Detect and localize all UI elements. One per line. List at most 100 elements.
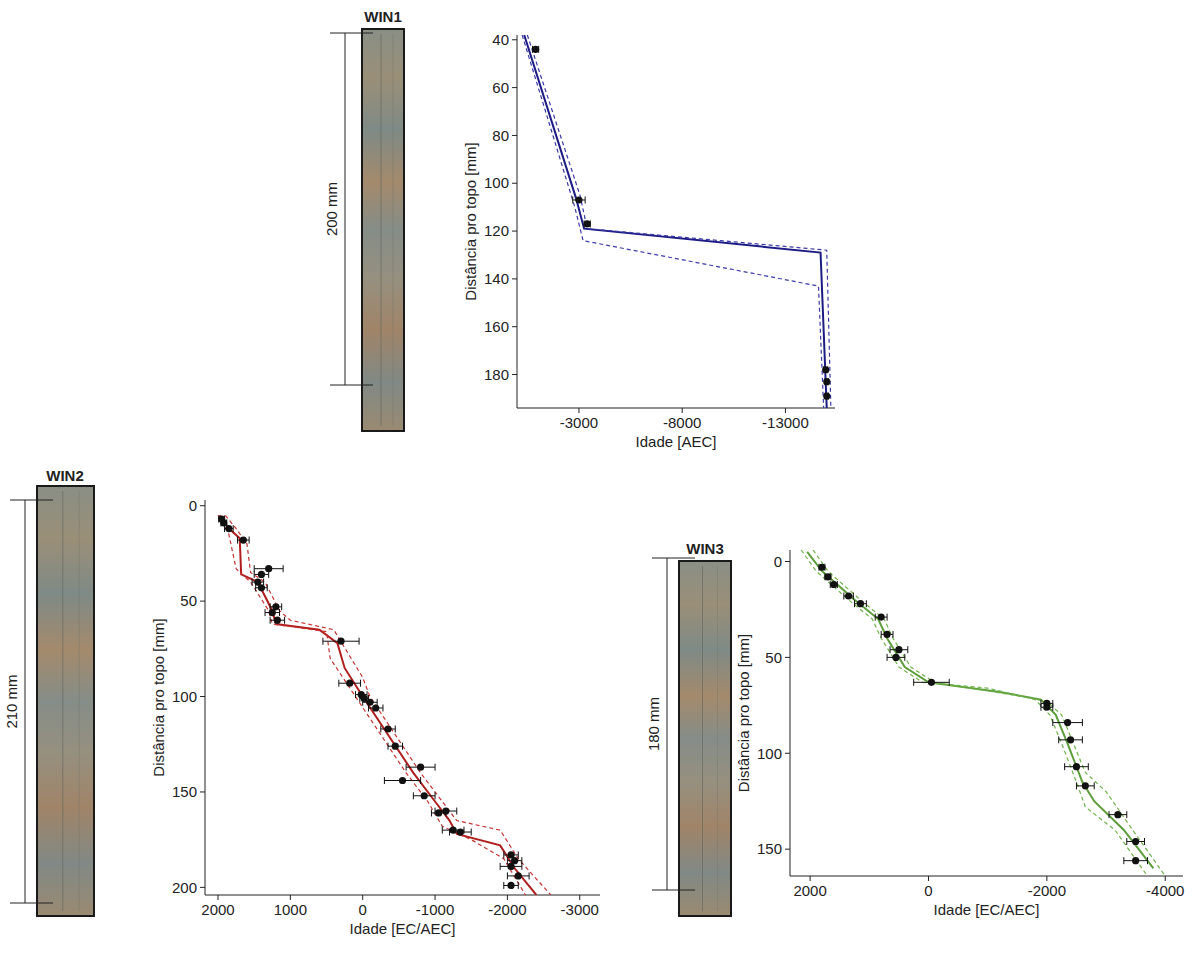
core-frame [678,560,732,917]
data-point [384,725,391,732]
error-bar [532,46,538,53]
error-bar-cap [420,777,421,784]
error-bar-cap [279,609,280,616]
panel-title: WIN1 [364,8,402,25]
error-bar-cap [949,679,950,686]
y-tick-label: 160 [484,318,509,335]
scale-label: 210 mm [3,674,20,728]
core-cut-line [79,491,80,911]
x-tick [579,895,580,900]
error-bar-cap [1088,763,1089,770]
error-bar [1127,838,1145,845]
error-bar-cap [368,704,369,711]
error-bar-cap [843,593,844,600]
y-tick [200,505,205,506]
data-point [1132,838,1139,845]
error-bar [825,573,831,580]
error-bar-cap [359,695,360,702]
data-point [857,600,864,607]
scale-bar [345,33,346,385]
data-point [457,828,464,835]
data-point [824,573,831,580]
x-tick [1165,876,1166,881]
x-tick-label: -1000 [416,901,454,918]
error-bar-cap [255,584,256,591]
scale-bar-cap [330,385,373,386]
data-point [435,809,442,816]
error-bar-cap [853,593,854,600]
y-axis-line [790,550,791,876]
data-point [883,631,890,638]
data-point [337,638,344,645]
error-bar [388,743,402,750]
error-bar-cap [892,631,893,638]
error-bar-cap [431,809,432,816]
data-point [575,196,582,203]
error-bar-cap [1126,838,1127,845]
x-tick-label: -3000 [560,414,598,431]
error-bar-cap [875,614,876,621]
data-point [399,777,406,784]
core-photo [38,487,93,915]
error-bar-cap [1126,811,1127,818]
error-bar-cap [866,600,867,607]
error-bar [323,638,359,645]
error-bar-cap [1058,736,1059,743]
error-bar-cap [338,680,339,687]
error-bar-cap [529,872,530,879]
core-photo [680,562,730,915]
data-point [895,646,902,653]
confidence-line [801,550,1147,876]
error-bar [819,564,825,571]
error-bar-cap [1144,838,1145,845]
error-bar-cap [224,525,225,532]
data-point [372,704,379,711]
error-bar-cap [456,808,457,815]
data-point [366,699,373,706]
x-tick-label: -2000 [1028,882,1066,899]
data-point [392,743,399,750]
error-bar-cap [435,792,436,799]
data-point [240,536,247,543]
x-axis-title: Idade [EC/AEC] [934,901,1040,918]
x-tick-label: 0 [924,882,932,899]
y-tick [512,374,517,375]
y-tick-label: 140 [484,270,509,287]
data-point [1082,782,1089,789]
error-bar-cap [521,863,522,870]
scale-bar-cap [10,903,53,904]
error-bar-cap [265,609,266,616]
panel-title: WIN3 [686,540,724,557]
core-cut-line [393,34,394,426]
plot-area [522,35,831,408]
y-tick [200,887,205,888]
error-bar-cap [1147,857,1148,864]
error-bar-cap [445,809,446,816]
data-point [417,764,424,771]
error-bar-cap [881,631,882,638]
error-bar [887,654,905,661]
error-bar [406,764,435,771]
error-bar-cap [233,525,234,532]
y-tick [785,657,790,658]
x-tick [435,895,436,900]
figure: WIN1200 mm406080100120140160180-3000-800… [0,0,1194,958]
age-model-line [219,515,536,895]
error-bar-cap [1109,811,1110,818]
error-bar-cap [887,614,888,621]
data-point [822,366,829,373]
error-bar-cap [518,851,519,858]
error-bar-cap [887,654,888,661]
y-tick [200,696,205,697]
error-bar-cap [380,725,381,732]
error-bar [225,525,234,532]
error-bar [381,725,395,732]
y-tick-label: 50 [180,592,197,609]
error-bar [1109,811,1127,818]
y-tick-label: 200 [172,879,197,896]
x-tick [928,876,929,881]
error-bar [855,600,867,607]
x-tick [810,876,811,881]
data-point [1064,719,1071,726]
x-tick-label: 1000 [274,901,307,918]
